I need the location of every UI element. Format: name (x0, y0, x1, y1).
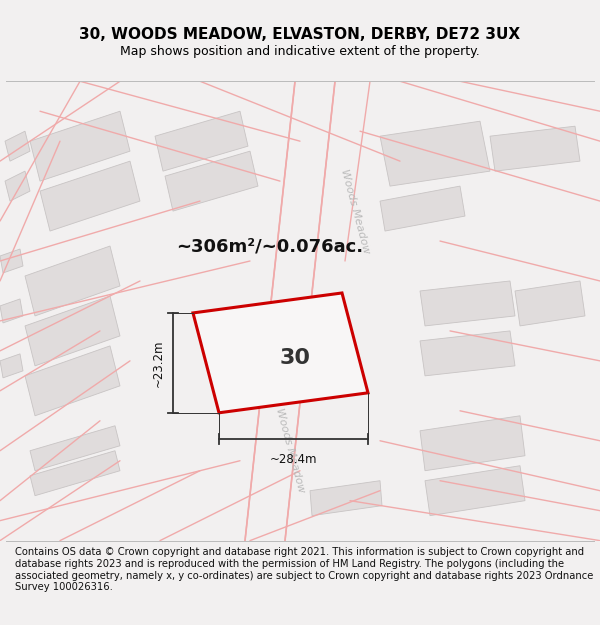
Polygon shape (0, 299, 23, 323)
Polygon shape (165, 151, 258, 211)
Polygon shape (30, 451, 120, 496)
Text: Woods Meadow: Woods Meadow (274, 408, 306, 494)
Polygon shape (310, 481, 382, 516)
Polygon shape (0, 249, 23, 273)
Polygon shape (25, 296, 120, 366)
Polygon shape (420, 331, 515, 376)
Polygon shape (490, 126, 580, 171)
Text: 30, WOODS MEADOW, ELVASTON, DERBY, DE72 3UX: 30, WOODS MEADOW, ELVASTON, DERBY, DE72 … (79, 27, 521, 42)
Polygon shape (380, 121, 490, 186)
Polygon shape (0, 354, 23, 378)
Text: 30: 30 (280, 348, 311, 368)
Text: Woods Meadow: Woods Meadow (339, 168, 371, 254)
Polygon shape (40, 161, 140, 231)
Text: ~306m²/~0.076ac.: ~306m²/~0.076ac. (176, 237, 364, 255)
Polygon shape (193, 293, 368, 413)
Polygon shape (5, 131, 30, 161)
Polygon shape (25, 346, 120, 416)
Text: ~23.2m: ~23.2m (152, 339, 165, 387)
Polygon shape (30, 111, 130, 181)
Polygon shape (380, 186, 465, 231)
Polygon shape (420, 281, 515, 326)
Text: Map shows position and indicative extent of the property.: Map shows position and indicative extent… (120, 45, 480, 58)
Polygon shape (515, 281, 585, 326)
Text: Contains OS data © Crown copyright and database right 2021. This information is : Contains OS data © Crown copyright and d… (15, 548, 593, 592)
Polygon shape (425, 466, 525, 516)
Polygon shape (5, 171, 30, 201)
Polygon shape (25, 246, 120, 316)
Text: ~28.4m: ~28.4m (270, 452, 317, 466)
Polygon shape (420, 416, 525, 471)
Polygon shape (155, 111, 248, 171)
Polygon shape (30, 426, 120, 471)
